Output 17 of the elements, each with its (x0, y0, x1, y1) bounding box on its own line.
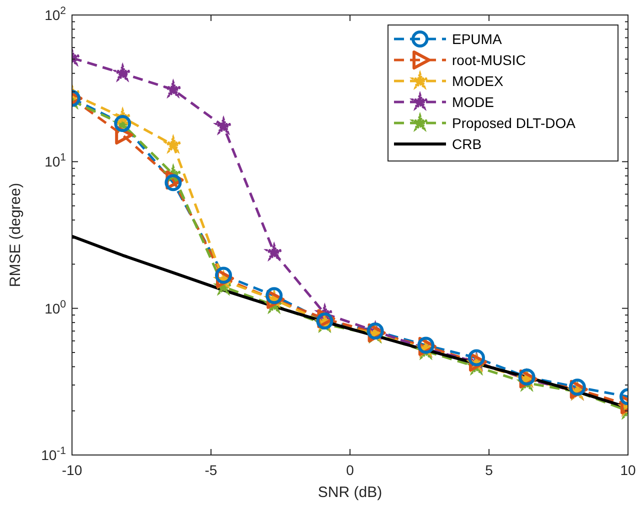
x-tick-label: 0 (346, 462, 354, 478)
x-tick-label: -10 (62, 462, 82, 478)
x-tick-label: -5 (204, 462, 218, 478)
x-tick-label: 5 (485, 462, 494, 478)
x-tick-label: 10 (620, 462, 636, 478)
y-tick-label: 10$^{0}$ (44, 298, 66, 316)
legend-label: root-MUSIC (452, 52, 526, 68)
legend-label: MODE (452, 94, 494, 110)
x-axis-title: SNR (dB) (318, 484, 382, 501)
y-axis-title: RMSE (degree) (7, 182, 24, 288)
y-tick-label: 10$^{1}$ (44, 152, 66, 170)
y-tick-label: 10$^{-1}$ (41, 445, 66, 463)
y-tick-label: 10$^{2}$ (44, 5, 66, 23)
legend-label: Proposed DLT-DOA (452, 115, 576, 131)
legend-label: MODEX (452, 73, 504, 89)
legend-label: EPUMA (452, 31, 502, 47)
legend-label: CRB (452, 136, 482, 152)
